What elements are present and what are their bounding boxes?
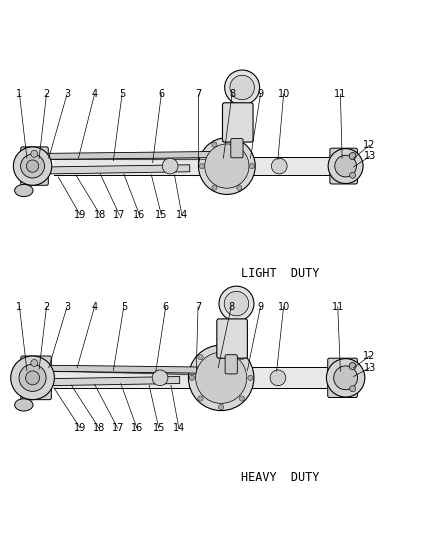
Circle shape <box>326 359 365 397</box>
Circle shape <box>162 158 178 174</box>
Circle shape <box>188 345 254 410</box>
Text: 18: 18 <box>93 423 105 433</box>
Text: 1: 1 <box>16 89 22 99</box>
Circle shape <box>350 386 356 392</box>
Circle shape <box>334 366 357 390</box>
FancyBboxPatch shape <box>21 147 48 185</box>
Text: 14: 14 <box>173 423 185 433</box>
Text: 10: 10 <box>278 302 290 312</box>
Circle shape <box>225 70 260 105</box>
Polygon shape <box>46 165 190 174</box>
Ellipse shape <box>14 184 33 197</box>
FancyBboxPatch shape <box>223 103 253 142</box>
Circle shape <box>350 172 356 179</box>
Polygon shape <box>41 365 231 374</box>
FancyBboxPatch shape <box>328 358 357 398</box>
Text: 10: 10 <box>278 89 290 99</box>
Text: 2: 2 <box>43 302 49 312</box>
FancyBboxPatch shape <box>231 139 243 158</box>
Circle shape <box>239 396 244 401</box>
Text: 17: 17 <box>113 210 126 220</box>
Text: 11: 11 <box>332 302 344 312</box>
Circle shape <box>328 149 363 183</box>
Text: 14: 14 <box>176 210 188 220</box>
Text: 3: 3 <box>64 89 70 99</box>
Circle shape <box>224 292 249 316</box>
Text: HEAVY  DUTY: HEAVY DUTY <box>241 471 319 484</box>
Circle shape <box>11 356 54 400</box>
Text: 4: 4 <box>92 89 98 99</box>
Circle shape <box>199 164 205 169</box>
Text: 15: 15 <box>155 210 168 220</box>
Text: LIGHT  DUTY: LIGHT DUTY <box>241 267 319 280</box>
Circle shape <box>237 142 242 147</box>
Text: 8: 8 <box>229 89 235 99</box>
Polygon shape <box>46 376 180 386</box>
Text: 13: 13 <box>364 151 376 161</box>
Text: 7: 7 <box>195 89 201 99</box>
Circle shape <box>270 370 286 386</box>
Circle shape <box>31 359 38 367</box>
Text: 4: 4 <box>92 302 98 312</box>
Text: 2: 2 <box>43 89 49 99</box>
Text: 13: 13 <box>364 363 376 373</box>
Text: 19: 19 <box>74 210 86 220</box>
Circle shape <box>212 142 217 147</box>
Text: 3: 3 <box>64 302 70 312</box>
Circle shape <box>21 154 45 178</box>
Circle shape <box>219 286 254 321</box>
Circle shape <box>212 185 217 190</box>
Circle shape <box>219 346 224 351</box>
Ellipse shape <box>14 399 33 411</box>
Circle shape <box>25 371 39 385</box>
Circle shape <box>189 375 194 381</box>
Text: 16: 16 <box>134 210 146 220</box>
Text: 12: 12 <box>364 351 376 361</box>
Text: 6: 6 <box>158 89 164 99</box>
Circle shape <box>198 396 203 401</box>
FancyBboxPatch shape <box>225 354 237 374</box>
Circle shape <box>198 138 255 195</box>
FancyBboxPatch shape <box>21 356 51 400</box>
Text: 12: 12 <box>364 140 376 150</box>
Circle shape <box>19 364 46 391</box>
Text: 17: 17 <box>112 423 124 433</box>
FancyBboxPatch shape <box>330 148 357 184</box>
Text: 9: 9 <box>258 302 264 312</box>
Text: 15: 15 <box>152 423 165 433</box>
Text: 8: 8 <box>228 302 234 312</box>
Circle shape <box>239 354 244 360</box>
Circle shape <box>248 375 253 381</box>
Circle shape <box>237 185 242 190</box>
Circle shape <box>272 158 287 174</box>
Text: 19: 19 <box>74 423 86 433</box>
Circle shape <box>13 147 52 185</box>
Polygon shape <box>41 151 237 159</box>
Text: 16: 16 <box>131 423 143 433</box>
Text: 1: 1 <box>16 302 22 312</box>
Circle shape <box>230 75 254 100</box>
Text: 9: 9 <box>258 89 264 99</box>
Text: 7: 7 <box>195 302 201 312</box>
Circle shape <box>205 144 249 188</box>
FancyBboxPatch shape <box>217 319 247 358</box>
Circle shape <box>196 352 247 403</box>
Circle shape <box>219 405 224 410</box>
Text: 6: 6 <box>162 302 169 312</box>
Text: 18: 18 <box>94 210 106 220</box>
Text: 11: 11 <box>334 89 346 99</box>
Circle shape <box>31 150 38 157</box>
Circle shape <box>249 164 254 169</box>
Text: 5: 5 <box>121 302 127 312</box>
Circle shape <box>152 370 168 386</box>
Text: 5: 5 <box>119 89 125 99</box>
Circle shape <box>349 152 356 159</box>
Circle shape <box>198 354 203 360</box>
Circle shape <box>335 155 357 177</box>
Circle shape <box>349 362 356 369</box>
Circle shape <box>26 160 39 172</box>
